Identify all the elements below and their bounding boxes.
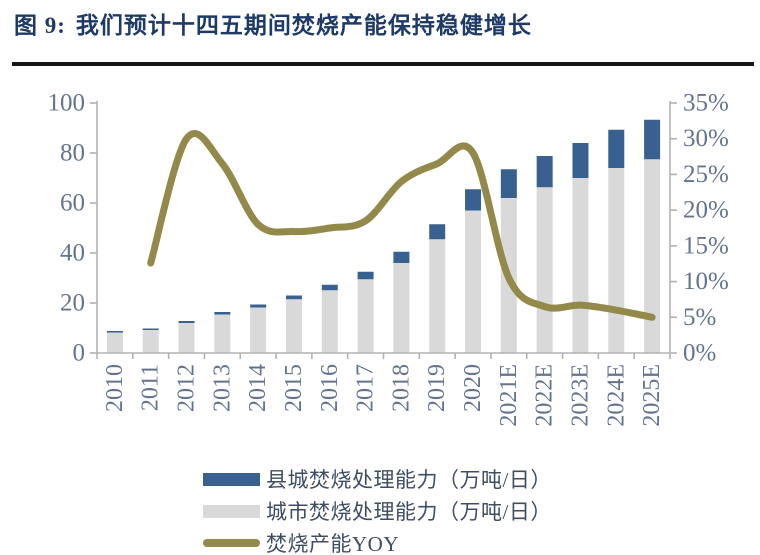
bar-city-2011 [142, 330, 159, 353]
x-axis-label-2021E: 2021E [496, 364, 522, 427]
left-axis-label: 100 [48, 90, 86, 117]
right-axis-label: 20% [683, 197, 729, 224]
legend-label-county: 县城焚烧处理能力（万吨/日） [266, 468, 552, 492]
figure-title: 图 9: 我们预计十四五期间焚烧产能保持稳健增长 [14, 6, 532, 40]
bar-city-2018 [393, 263, 410, 353]
yoy-line [147, 130, 656, 321]
figure-number-label: 图 9: [14, 13, 66, 38]
bar-county-2016 [321, 284, 338, 291]
legend-item-yoy: 焚烧产能YOY [203, 530, 552, 555]
x-axis-label-2020: 2020 [460, 364, 486, 412]
figure-title-text: 我们预计十四五期间焚烧产能保持稳健增长 [75, 13, 532, 38]
bar-city-2019 [429, 239, 446, 353]
bar-county-2015 [285, 295, 302, 300]
x-axis-label-2024E: 2024E [603, 364, 629, 427]
bar-county-2024E [608, 129, 625, 168]
x-axis-label-2017: 2017 [353, 364, 379, 412]
bar-county-2022E [536, 156, 553, 188]
x-axis-label-2018: 2018 [388, 364, 414, 412]
bar-city-2014 [250, 307, 267, 353]
legend-label-city: 城市焚烧处理能力（万吨/日） [266, 500, 552, 524]
x-axis-label-2014: 2014 [245, 364, 271, 412]
bar-county-2010 [106, 331, 123, 333]
x-axis-label-2013: 2013 [209, 364, 235, 412]
right-axis-label: 0% [683, 340, 716, 367]
bar-county-2025E [644, 119, 661, 160]
bar-city-2022E [536, 187, 553, 353]
left-axis-label: 40 [60, 240, 85, 267]
x-axis-label-2010: 2010 [102, 364, 128, 412]
bar-city-2012 [178, 323, 195, 353]
county-bar-swatch [203, 472, 260, 486]
x-axis-label-2025E: 2025E [639, 364, 665, 427]
left-axis-label: 0 [73, 340, 86, 367]
bar-city-2016 [321, 290, 338, 353]
bar-county-2023E [572, 143, 589, 178]
left-axis-label: 80 [60, 140, 85, 167]
bar-city-2020 [465, 210, 482, 353]
bar-city-2010 [106, 332, 123, 353]
bar-county-2020 [465, 189, 482, 211]
bar-city-2024E [608, 168, 625, 353]
bar-county-2014 [250, 304, 267, 308]
legend-item-city: 城市焚烧处理能力（万吨/日） [203, 498, 552, 524]
right-axis-label: 5% [683, 304, 716, 331]
bar-county-2017 [357, 271, 374, 280]
bar-county-2019 [429, 224, 446, 240]
x-axis-label-2012: 2012 [174, 364, 200, 412]
right-axis-label: 35% [683, 90, 729, 117]
right-axis-label: 10% [683, 268, 729, 295]
right-axis-label: 25% [683, 161, 729, 188]
right-axis-label: 15% [683, 232, 729, 259]
yoy-line-swatch [203, 539, 260, 547]
city-bar-swatch [203, 504, 260, 518]
x-axis-label-2019: 2019 [424, 364, 450, 412]
bar-city-2017 [357, 279, 374, 353]
x-axis-label-2011: 2011 [138, 364, 164, 411]
bar-city-2023E [572, 178, 589, 353]
bar-city-2025E [644, 159, 661, 353]
chart-legend: 县城焚烧处理能力（万吨/日） 城市焚烧处理能力（万吨/日） 焚烧产能YOY [203, 466, 552, 555]
legend-label-yoy: 焚烧产能YOY [266, 532, 399, 555]
x-axis-label-2023E: 2023E [567, 364, 593, 427]
x-axis-label-2016: 2016 [317, 364, 343, 412]
bar-county-2013 [214, 312, 231, 315]
left-axis-label: 20 [60, 290, 85, 317]
x-axis-label-2022E: 2022E [532, 364, 558, 427]
bar-county-2012 [178, 321, 195, 323]
left-axis-label: 60 [60, 190, 85, 217]
bar-city-2015 [285, 299, 302, 353]
right-axis-label: 30% [683, 125, 729, 152]
title-divider [12, 62, 754, 66]
x-axis-label-2015: 2015 [281, 364, 307, 412]
bar-city-2013 [214, 314, 231, 353]
bar-county-2018 [393, 251, 410, 263]
legend-item-county: 县城焚烧处理能力（万吨/日） [203, 466, 552, 492]
bar-county-2011 [142, 328, 159, 330]
bar-county-2021E [500, 169, 517, 198]
